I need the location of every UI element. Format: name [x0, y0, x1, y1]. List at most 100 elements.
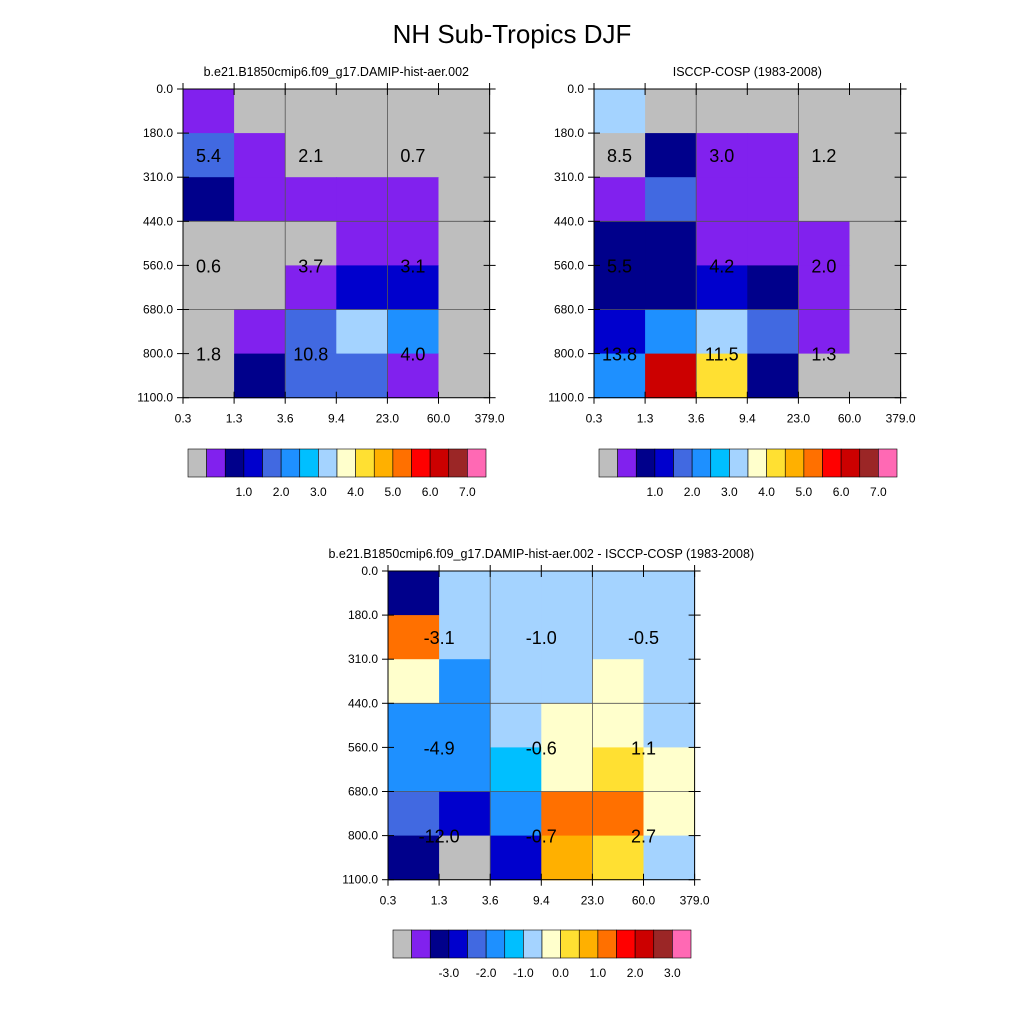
cell-value-label: 0.6 [196, 256, 221, 276]
colorbar-label: 4.0 [347, 485, 364, 499]
heatmap-cell [747, 133, 799, 178]
heatmap-cell [696, 221, 748, 266]
colorbar-swatch [429, 448, 450, 478]
colorbar-swatch [710, 448, 730, 478]
y-tick-label: 800.0 [348, 829, 378, 843]
heatmap-cell [849, 309, 902, 355]
heatmap-cell [541, 615, 593, 660]
colorbar-swatch [448, 448, 468, 478]
heatmap-cell [183, 89, 235, 134]
colorbar-swatch [299, 448, 319, 478]
colorbar-swatch [392, 929, 412, 959]
y-tick-label: 1100.0 [137, 391, 173, 405]
heatmap-cell [592, 703, 645, 748]
colorbar-swatch [747, 448, 767, 478]
x-tick-label: 60.0 [632, 894, 656, 908]
colorbar-swatch [578, 929, 599, 959]
heatmap-cell [798, 353, 851, 399]
heatmap-cell [696, 265, 748, 311]
colorbar: -3.0 -2.0 -1.0 0.0 1.0 2.0 3.0 [392, 929, 692, 980]
heatmap-cell [747, 309, 799, 355]
y-tick-label: 680.0 [143, 303, 173, 317]
cell-value-label: 1.1 [631, 738, 656, 758]
cell-value-label: 0.7 [400, 146, 425, 166]
y-axis: 0.0 180.0 310.0 440.0 560.0 680.0 800.0 1100.0 [137, 82, 496, 405]
colorbar-swatch [673, 448, 693, 478]
heatmap-cell [438, 177, 491, 222]
cell-value-label: -0.6 [526, 738, 557, 758]
cell-value-label: 5.5 [607, 256, 632, 276]
colorbar-label: 5.0 [385, 485, 402, 499]
cell-value-label: 11.5 [705, 345, 739, 365]
heatmap-cell [798, 309, 851, 355]
y-tick-label: 0.0 [361, 564, 378, 578]
heatmap-cell [696, 133, 748, 178]
panel-title: ISCCP-COSP (1983-2008) [673, 65, 822, 79]
cell-value-label: 13.8 [602, 345, 637, 365]
colorbar-swatch [523, 929, 543, 959]
heatmap-cell [336, 353, 388, 399]
colorbar-label: 6.0 [833, 485, 850, 499]
heatmap-cell [747, 89, 799, 134]
heatmap-cell [541, 835, 593, 881]
y-tick-label: 440.0 [348, 696, 378, 710]
colorbar-swatch [485, 929, 506, 959]
cell-value-label: -0.5 [628, 628, 659, 648]
x-tick-label: 3.6 [688, 412, 705, 426]
heatmap-cell [285, 221, 337, 266]
colorbar-label: 7.0 [459, 485, 476, 499]
cell-value-label: 2.7 [631, 827, 656, 847]
cell-value-label: -1.0 [526, 628, 557, 648]
heatmap-cell [388, 747, 440, 793]
x-axis: 0.3 1.3 3.6 9.4 23.0 60.0 379.0 [586, 83, 916, 426]
heatmap-cell [285, 265, 337, 311]
x-tick-label: 0.3 [175, 412, 192, 426]
heatmap-cell [336, 309, 388, 355]
heatmap-cell [798, 221, 851, 266]
heatmap-cell [849, 133, 902, 178]
colorbar-swatch [653, 929, 673, 959]
heatmap-cell [336, 89, 388, 134]
grid-lines [594, 89, 901, 398]
y-tick-label: 310.0 [348, 652, 378, 666]
heatmap-cell [490, 571, 542, 616]
cell-value-label: 3.1 [400, 256, 425, 276]
heatmap-cell [645, 177, 697, 222]
colorbar: 1.0 2.0 3.0 4.0 5.0 6.0 7.0 [598, 448, 898, 499]
y-tick-label: 800.0 [143, 347, 173, 361]
heatmap-cell [439, 835, 491, 881]
heatmap-cell [336, 133, 388, 178]
heatmap-cell [285, 177, 337, 222]
x-tick-label: 0.3 [380, 894, 397, 908]
heatmap-cell [336, 177, 388, 222]
x-tick-label: 3.6 [277, 412, 294, 426]
x-tick-label: 23.0 [376, 412, 400, 426]
colorbar-swatch [617, 448, 637, 478]
heatmap-cell [696, 89, 748, 134]
colorbar-swatch [822, 448, 842, 478]
x-axis: 0.3 1.3 3.6 9.4 23.0 60.0 379.0 [175, 83, 505, 426]
heatmap-cell [645, 353, 697, 399]
heatmap-cell [645, 133, 697, 178]
colorbar-swatch [859, 448, 879, 478]
x-tick-label: 3.6 [482, 894, 499, 908]
heatmap-cell [234, 177, 286, 222]
cell-value-label: 4.2 [709, 256, 734, 276]
heatmap-cell [438, 221, 491, 266]
y-tick-label: 440.0 [554, 214, 584, 228]
colorbar-swatch [411, 448, 431, 478]
colorbar-label: 2.0 [627, 966, 644, 980]
colorbar-swatch [280, 448, 301, 478]
heatmap-cell [645, 309, 697, 355]
heatmap-cell [594, 221, 646, 266]
cell-value-label: 5.4 [196, 146, 221, 166]
heatmap-cell [594, 89, 646, 134]
heatmap-cell [234, 309, 286, 355]
colorbar-swatch [560, 929, 580, 959]
colorbar-swatch [541, 929, 561, 959]
colorbar-swatch [672, 929, 692, 959]
x-tick-label: 9.4 [328, 412, 345, 426]
y-axis: 0.0 180.0 310.0 440.0 560.0 680.0 800.0 1100.0 [342, 564, 701, 887]
colorbar-swatch [729, 448, 749, 478]
heatmap-cell [285, 133, 337, 178]
